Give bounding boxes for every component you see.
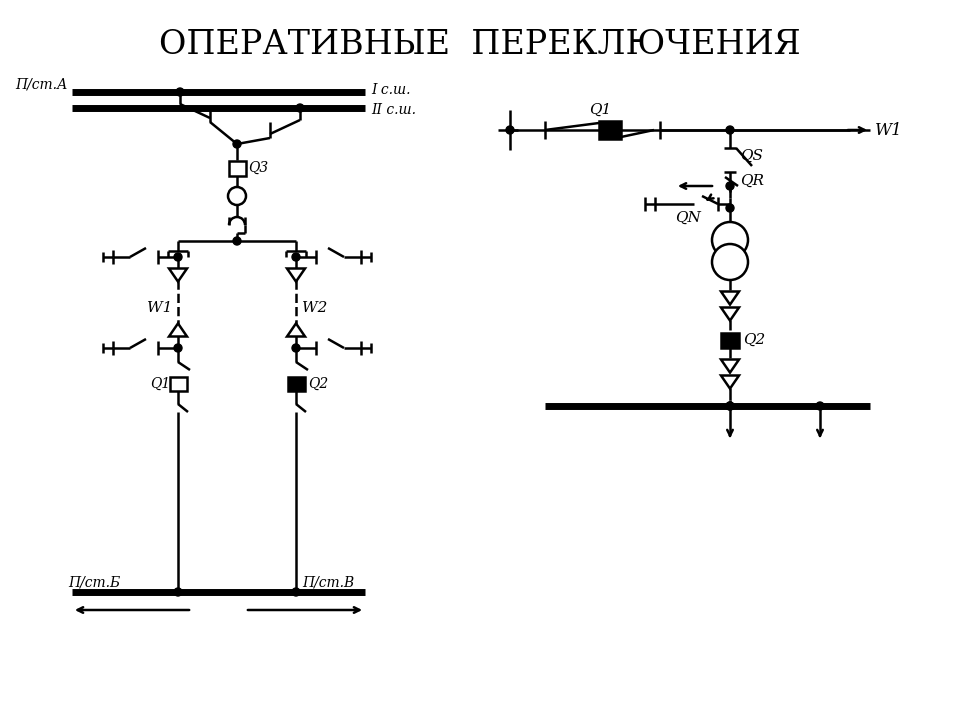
Polygon shape (169, 269, 187, 282)
Text: ОПЕРАТИВНЫЕ  ПЕРЕКЛЮЧЕНИЯ: ОПЕРАТИВНЫЕ ПЕРЕКЛЮЧЕНИЯ (159, 29, 801, 60)
Circle shape (174, 344, 182, 352)
Polygon shape (287, 323, 305, 336)
Circle shape (816, 402, 824, 410)
Text: II с.ш.: II с.ш. (371, 103, 416, 117)
Circle shape (712, 244, 748, 280)
Text: W2: W2 (302, 301, 327, 315)
Circle shape (292, 253, 300, 261)
Text: П/ст.А: П/ст.А (15, 77, 68, 91)
Polygon shape (287, 269, 305, 282)
Polygon shape (721, 376, 739, 389)
Text: П/ст.Б: П/ст.Б (68, 575, 120, 589)
Circle shape (174, 588, 182, 596)
Circle shape (233, 140, 241, 148)
Circle shape (726, 402, 734, 410)
Text: Q1: Q1 (588, 103, 612, 117)
Text: QS: QS (740, 149, 763, 163)
Bar (287, 377, 304, 391)
Text: Q3: Q3 (248, 161, 268, 175)
Polygon shape (721, 292, 739, 305)
Circle shape (292, 344, 300, 352)
Text: I с.ш.: I с.ш. (371, 83, 411, 97)
Circle shape (174, 253, 182, 261)
Text: Q2: Q2 (743, 333, 765, 347)
Circle shape (176, 88, 184, 96)
Bar (228, 161, 246, 176)
Bar (599, 121, 621, 139)
Circle shape (726, 204, 734, 212)
Circle shape (726, 182, 734, 190)
Circle shape (506, 126, 514, 134)
Text: П/ст.В: П/ст.В (302, 575, 354, 589)
Circle shape (726, 402, 734, 410)
Text: QN: QN (675, 211, 701, 225)
Polygon shape (721, 307, 739, 320)
Circle shape (726, 126, 734, 134)
Text: QR: QR (740, 174, 764, 188)
Text: W1: W1 (147, 301, 172, 315)
Text: Q2: Q2 (308, 377, 328, 391)
Circle shape (292, 588, 300, 596)
Text: Q1: Q1 (150, 377, 170, 391)
Circle shape (228, 187, 246, 205)
Circle shape (296, 104, 304, 112)
Bar (170, 377, 186, 391)
Polygon shape (721, 359, 739, 373)
Text: W1: W1 (875, 122, 902, 138)
Circle shape (233, 237, 241, 245)
Circle shape (712, 222, 748, 258)
Bar (721, 333, 739, 348)
Polygon shape (169, 323, 187, 336)
